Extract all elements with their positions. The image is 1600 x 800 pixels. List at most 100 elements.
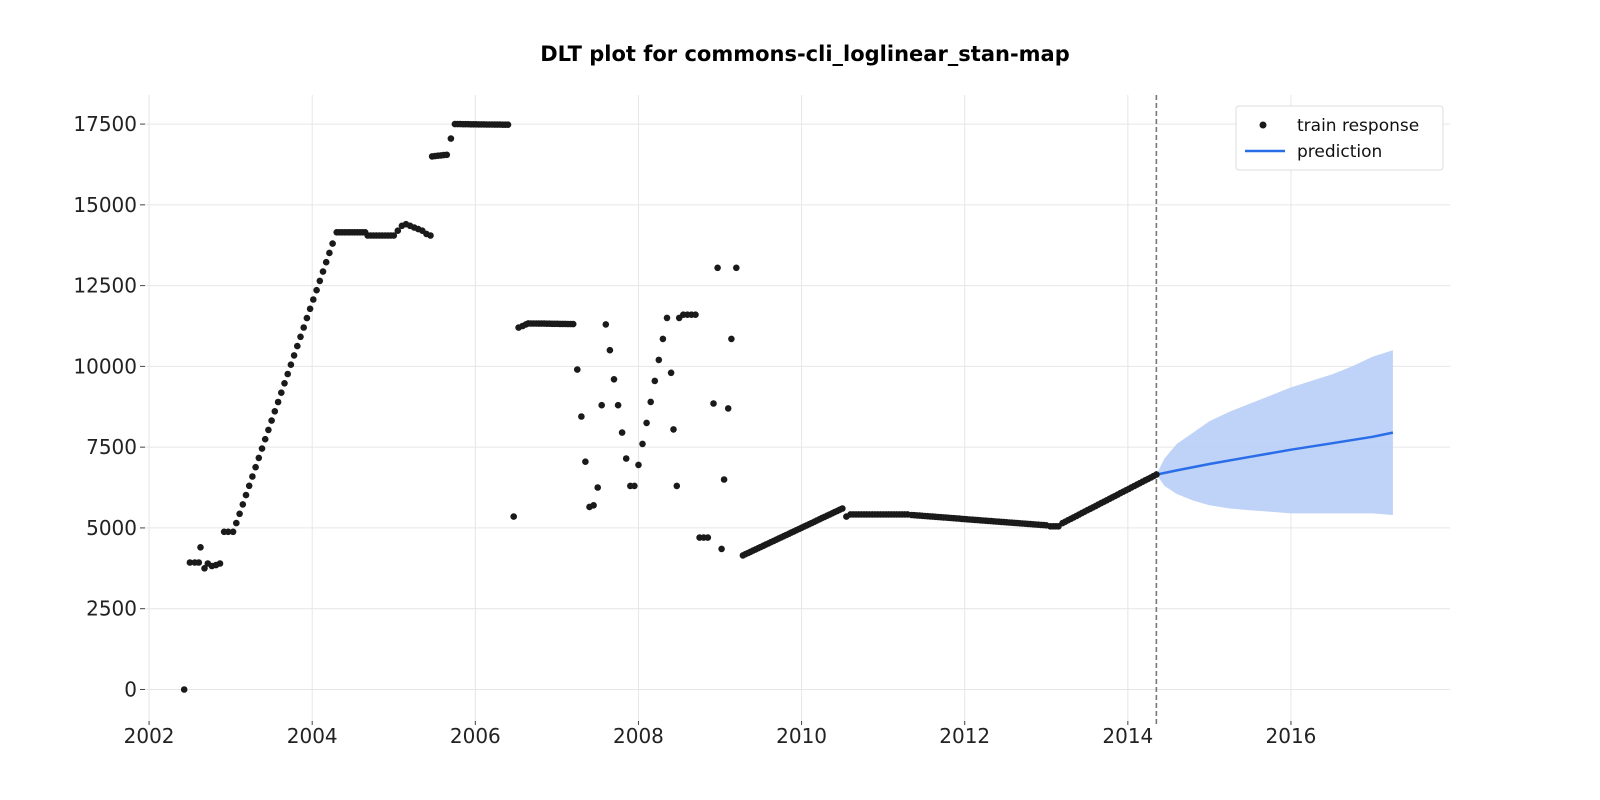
- train-response-point: [390, 232, 398, 239]
- train-response-point: [655, 356, 663, 364]
- x-tick-label: 2012: [939, 724, 990, 748]
- y-tick-label: 17500: [73, 112, 137, 136]
- train-response-point: [180, 686, 188, 693]
- legend-prediction-label: prediction: [1297, 142, 1382, 162]
- x-tick-label: 2010: [776, 724, 827, 748]
- train-response-point: [186, 559, 194, 566]
- train-response-point: [329, 240, 336, 247]
- train-response-point: [598, 401, 605, 409]
- train-response-point: [714, 264, 721, 272]
- train-response-point: [670, 426, 677, 433]
- prediction-line: [1156, 431, 1394, 476]
- train-response-point: [394, 227, 402, 234]
- train-response-point: [663, 314, 671, 322]
- train-response-point: [443, 151, 451, 159]
- train-response-point: [290, 352, 298, 359]
- train-response-point: [303, 314, 311, 322]
- train-response-point: [582, 458, 589, 466]
- train-response-point: [195, 559, 203, 566]
- prediction-interval-band: [1156, 350, 1393, 515]
- train-response-point: [651, 377, 659, 385]
- axes-layer: 2002 2004 2006 2008 2010 2012 2014 2016 0 2500 500…: [73, 112, 1316, 748]
- train-response-point: [639, 440, 646, 448]
- train-response-point: [610, 376, 618, 383]
- y-tick-label: 0: [124, 677, 137, 701]
- train-response-point: [216, 560, 224, 567]
- train-response-point: [692, 311, 699, 319]
- y-tick-label: 7500: [86, 435, 137, 459]
- train-response-point: [245, 482, 253, 490]
- prediction-line-layer: [1156, 431, 1394, 476]
- train-response-point: [258, 445, 266, 452]
- train-response-point: [255, 454, 263, 462]
- train-response-point: [201, 565, 208, 572]
- train-response-point: [300, 324, 308, 331]
- train-response-point: [287, 361, 295, 369]
- train-response-point: [306, 305, 314, 313]
- train-response-point: [265, 426, 272, 434]
- train-response-point: [622, 455, 630, 462]
- train-response-point: [594, 484, 601, 491]
- train-response-point: [447, 135, 455, 142]
- x-tick-label: 2016: [1266, 724, 1317, 748]
- legend-train-label: train response: [1297, 116, 1419, 136]
- train-response-point: [229, 528, 237, 536]
- train-response-point: [718, 545, 725, 553]
- y-tick-label: 12500: [73, 274, 137, 298]
- prediction-band-layer: [1156, 350, 1393, 515]
- y-tick-label: 5000: [86, 516, 137, 540]
- train-response-point: [614, 401, 622, 409]
- grid-layer: [145, 95, 1450, 725]
- x-tick-label: 2014: [1102, 724, 1153, 748]
- train-response-point: [427, 232, 434, 239]
- train-response-point: [659, 335, 667, 343]
- train-response-point: [249, 473, 256, 480]
- train-response-point: [313, 286, 320, 294]
- y-tick-label: 10000: [73, 354, 137, 378]
- x-tick-label: 2006: [450, 724, 501, 748]
- train-response-point: [578, 413, 585, 420]
- legend: train response prediction: [1235, 105, 1444, 171]
- train-response-point: [316, 277, 324, 285]
- train-response-point: [284, 370, 292, 378]
- train-response-point: [635, 461, 642, 469]
- train-response-point: [268, 417, 275, 424]
- train-response-point: [310, 296, 317, 303]
- train-response-point: [631, 482, 638, 490]
- x-tick-label: 2008: [613, 724, 664, 748]
- legend-train-marker: [1259, 121, 1267, 129]
- train-response-point: [322, 258, 330, 266]
- train-response-point: [224, 528, 232, 536]
- train-response-point: [233, 519, 240, 527]
- train-response-point: [728, 335, 735, 343]
- train-response-point: [733, 264, 740, 272]
- train-response-point: [510, 513, 517, 520]
- train-response-point: [569, 320, 577, 328]
- train-response-point: [839, 505, 846, 512]
- legend-box: [1235, 105, 1444, 171]
- x-tick-label: 2002: [124, 724, 175, 748]
- train-response-point: [602, 321, 610, 328]
- train-response-point: [618, 429, 626, 436]
- train-response-point: [271, 408, 279, 415]
- train-response-point: [673, 482, 681, 490]
- train-response-point: [278, 389, 285, 397]
- train-response-point: [274, 398, 282, 406]
- train-response-point: [504, 121, 512, 128]
- train-response-point: [647, 398, 654, 406]
- train-response-point: [710, 400, 717, 407]
- train-response-point: [252, 463, 259, 471]
- train-response-point: [667, 369, 675, 377]
- y-tick-label: 2500: [86, 597, 137, 621]
- train-response-point: [1153, 471, 1160, 478]
- x-tick-label: 2004: [287, 724, 338, 748]
- train-response-point: [297, 333, 304, 341]
- train-points-layer: [180, 120, 1160, 693]
- train-response-point: [590, 502, 597, 509]
- train-response-point: [724, 405, 732, 412]
- train-response-point: [261, 435, 269, 443]
- train-response-point: [606, 346, 614, 354]
- train-response-point: [643, 419, 650, 427]
- train-response-point: [239, 501, 247, 508]
- train-response-point: [574, 366, 581, 373]
